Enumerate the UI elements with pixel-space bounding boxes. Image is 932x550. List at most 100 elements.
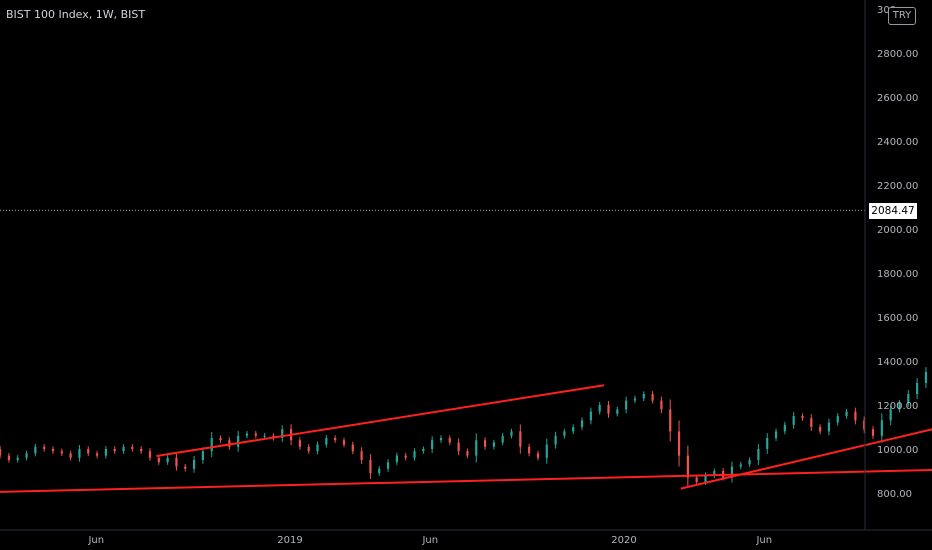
x-tick-label: Jun <box>755 535 772 546</box>
currency-button[interactable]: TRY <box>888 7 916 25</box>
candle-body <box>748 460 751 465</box>
y-tick-label: 1600.00 <box>877 313 918 324</box>
candle-body <box>836 416 839 423</box>
candle-body <box>660 400 663 410</box>
candle-body <box>219 438 222 441</box>
candle-body <box>730 466 734 478</box>
candle-body <box>166 457 169 463</box>
candle-body <box>483 440 487 447</box>
candle-body <box>580 420 584 427</box>
candle-body <box>774 431 778 438</box>
candle-body <box>245 433 249 436</box>
candle-body <box>633 398 637 401</box>
candle-body <box>783 424 786 432</box>
trendlines <box>0 277 932 493</box>
candle-body <box>184 466 187 469</box>
candle-body <box>192 460 196 469</box>
candle-body <box>431 440 434 449</box>
candle-body <box>360 451 363 460</box>
candle-body <box>519 431 522 447</box>
candle-body <box>854 411 857 421</box>
candle-body <box>413 451 416 458</box>
candle-body <box>589 411 592 421</box>
candle-body <box>686 455 689 478</box>
candle-body <box>307 446 310 452</box>
candle-body <box>492 442 495 447</box>
candle-body <box>369 460 372 474</box>
y-tick-label: 1000.00 <box>877 445 918 456</box>
trendline[interactable] <box>156 384 605 458</box>
candle-body <box>924 372 928 383</box>
candle-body <box>78 449 81 458</box>
candle-body <box>536 453 540 458</box>
y-tick-label: 800.00 <box>877 489 912 500</box>
candle-body <box>237 435 240 447</box>
candle-body <box>7 455 11 460</box>
y-tick-label: 2800.00 <box>877 49 918 60</box>
candle-body <box>95 453 99 456</box>
candle-body <box>351 444 354 452</box>
candle-body <box>642 394 645 399</box>
candle-body <box>34 446 37 454</box>
candle-body <box>827 422 831 432</box>
y-tick-label: 1400.00 <box>877 357 918 368</box>
candle-body <box>510 431 513 436</box>
candle-body <box>739 464 742 467</box>
candle-body <box>439 438 443 441</box>
candle-body <box>316 444 319 452</box>
candle-body <box>51 449 55 452</box>
candle-body <box>898 402 901 410</box>
x-tick-label: 2019 <box>277 535 302 546</box>
y-tick-label: 2000.00 <box>877 225 918 236</box>
candle-body <box>677 431 681 456</box>
candle-body <box>625 400 628 410</box>
candle-body <box>528 446 531 454</box>
candle-body <box>334 438 337 441</box>
candle-body <box>880 420 883 436</box>
x-tick-label: Jun <box>421 535 438 546</box>
candle-body <box>25 453 28 458</box>
y-tick-label: 1200.00 <box>877 401 918 412</box>
candle-body <box>704 475 707 482</box>
y-tick-label: 2600.00 <box>877 93 918 104</box>
candle-body <box>457 442 460 452</box>
candle-body <box>889 409 892 421</box>
x-tick-label: 2020 <box>611 535 636 546</box>
candle-body <box>845 411 848 416</box>
time-axis[interactable]: Jun2019Jun2020Jun2021Jun2022Jun2023Jun <box>87 535 932 546</box>
candle-body <box>342 440 346 445</box>
candle-body <box>395 455 398 463</box>
candle-body <box>572 427 575 432</box>
candle-body <box>801 416 804 419</box>
candle-body <box>122 446 125 452</box>
y-tick-label: 1800.00 <box>877 269 918 280</box>
candle-body <box>60 451 63 454</box>
candle-body <box>616 409 619 414</box>
candle-body <box>325 438 328 445</box>
candle-body <box>254 433 257 436</box>
trendline[interactable] <box>0 448 932 493</box>
candle-body <box>281 429 284 438</box>
candle-body <box>810 418 813 427</box>
candle-body <box>43 446 46 449</box>
candle-body <box>69 453 72 458</box>
price-axis[interactable]: 800.00 1000.00 1200.00 1400.00 1600.00 1800.0… <box>877 5 918 500</box>
candle-body <box>545 444 548 458</box>
candle-body <box>598 405 601 412</box>
trendline[interactable] <box>680 277 932 490</box>
candle-body <box>554 435 557 445</box>
x-tick-label: Jun <box>87 535 104 546</box>
candle-body <box>863 420 866 430</box>
candle-body <box>104 449 107 456</box>
candle-body <box>0 449 2 456</box>
candle-body <box>422 449 425 452</box>
candle-body <box>819 427 822 432</box>
candle-body <box>131 446 134 449</box>
candle-body <box>669 409 672 432</box>
candle-body <box>651 394 654 401</box>
candle-body <box>501 435 504 443</box>
candle-body <box>148 451 152 458</box>
candle-body <box>792 416 795 425</box>
candlesticks <box>0 367 928 488</box>
